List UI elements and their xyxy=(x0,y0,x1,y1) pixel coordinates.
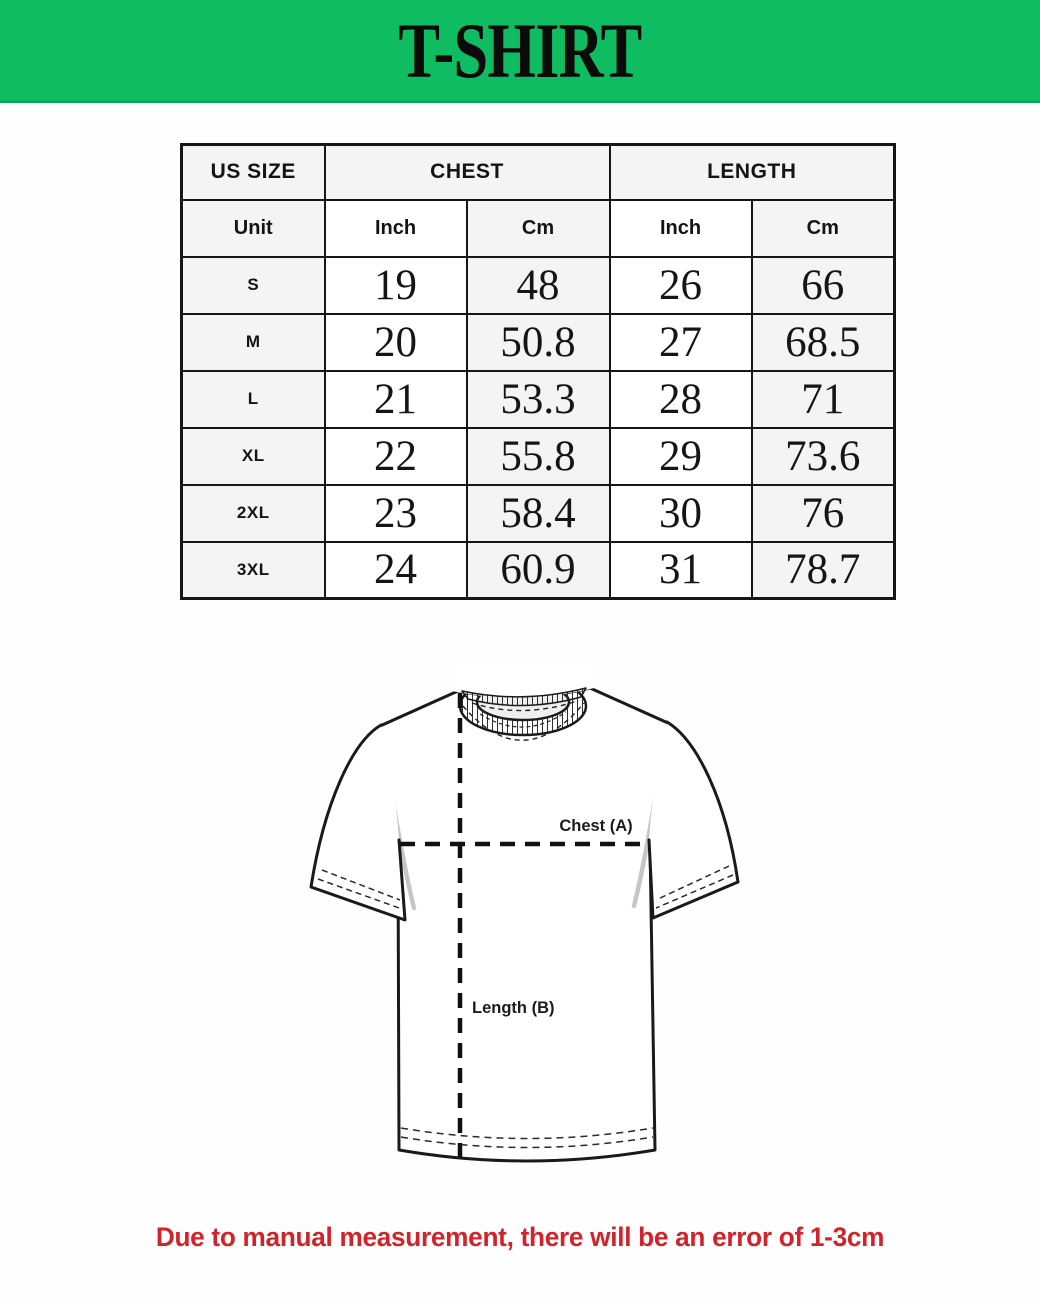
chest-cm-label: Cm xyxy=(465,198,611,258)
right-sleeve xyxy=(649,722,738,918)
value-cell: 26 xyxy=(608,255,753,315)
value-cell: 66 xyxy=(750,255,896,315)
table-row: 3XL 24 60.9 31 78.7 xyxy=(180,540,896,600)
length-cm-label: Cm xyxy=(750,198,896,258)
left-sleeve-outline xyxy=(309,723,407,922)
value-cell: 78.7 xyxy=(750,540,896,600)
size-label: S xyxy=(180,255,326,315)
length-label: Length (B) xyxy=(472,999,554,1017)
value-cell: 24 xyxy=(323,540,468,600)
value-cell: 27 xyxy=(608,312,753,372)
value-cell: 58.4 xyxy=(465,483,611,543)
value-cell: 55.8 xyxy=(465,426,611,486)
table-row: 2XL 23 58.4 30 76 xyxy=(180,483,896,543)
value-cell: 30 xyxy=(608,483,753,543)
value-cell: 31 xyxy=(608,540,753,600)
size-label: M xyxy=(180,312,326,372)
measurement-note: Due to manual measurement, there will be… xyxy=(155,1222,885,1252)
hem-stitch xyxy=(400,1127,654,1149)
collar-back-seam xyxy=(471,700,578,712)
left-cuff-stitch xyxy=(317,869,403,910)
value-cell: 29 xyxy=(608,426,753,486)
title-banner: T-SHIRT xyxy=(0,0,1040,103)
table-header-row: US SIZE CHEST LENGTH xyxy=(180,143,896,201)
table-row: M 20 50.8 27 68.5 xyxy=(180,312,896,372)
chest-inch-label: Inch xyxy=(323,198,468,258)
table-row: S 19 48 26 66 xyxy=(180,255,896,315)
right-cuff-stitch xyxy=(655,865,734,909)
size-table: US SIZE CHEST LENGTH Unit Inch Cm Inch C… xyxy=(180,143,897,600)
tshirt-diagram: Chest (A) Length (B) xyxy=(309,662,740,1163)
left-sleeve xyxy=(311,725,405,920)
value-cell: 21 xyxy=(323,369,468,429)
value-cell: 50.8 xyxy=(465,312,611,372)
size-label: L xyxy=(180,369,326,429)
length-inch-label: Inch xyxy=(608,198,753,258)
size-label: 2XL xyxy=(180,483,326,543)
table-unit-row: Unit Inch Cm Inch Cm xyxy=(180,198,896,258)
header-length: LENGTH xyxy=(608,143,896,201)
value-cell: 19 xyxy=(323,255,468,315)
table-row: XL 22 55.8 29 73.6 xyxy=(180,426,896,486)
collar-outer-stitch xyxy=(462,702,585,741)
value-cell: 60.9 xyxy=(465,540,611,600)
shirt-body xyxy=(378,686,670,1163)
header-us-size: US SIZE xyxy=(180,143,326,201)
value-cell: 76 xyxy=(750,483,896,543)
page-title: T-SHIRT xyxy=(398,6,642,94)
value-cell: 68.5 xyxy=(750,312,896,372)
size-label: XL xyxy=(180,426,326,486)
header-chest: CHEST xyxy=(323,143,611,201)
value-cell: 53.3 xyxy=(465,369,611,429)
size-label: 3XL xyxy=(180,540,326,600)
value-cell: 48 xyxy=(465,255,611,315)
collar-front-seam xyxy=(479,711,567,728)
value-cell: 73.6 xyxy=(750,426,896,486)
unit-label: Unit xyxy=(180,198,326,258)
value-cell: 28 xyxy=(608,369,753,429)
value-cell: 23 xyxy=(323,483,468,543)
value-cell: 71 xyxy=(750,369,896,429)
collar-back-band xyxy=(461,687,587,707)
value-cell: 22 xyxy=(323,426,468,486)
chest-label: Chest (A) xyxy=(559,817,632,835)
value-cell: 20 xyxy=(323,312,468,372)
right-sleeve-outline xyxy=(647,720,740,920)
table-row: L 21 53.3 28 71 xyxy=(180,369,896,429)
collar-top-mask xyxy=(452,662,594,698)
